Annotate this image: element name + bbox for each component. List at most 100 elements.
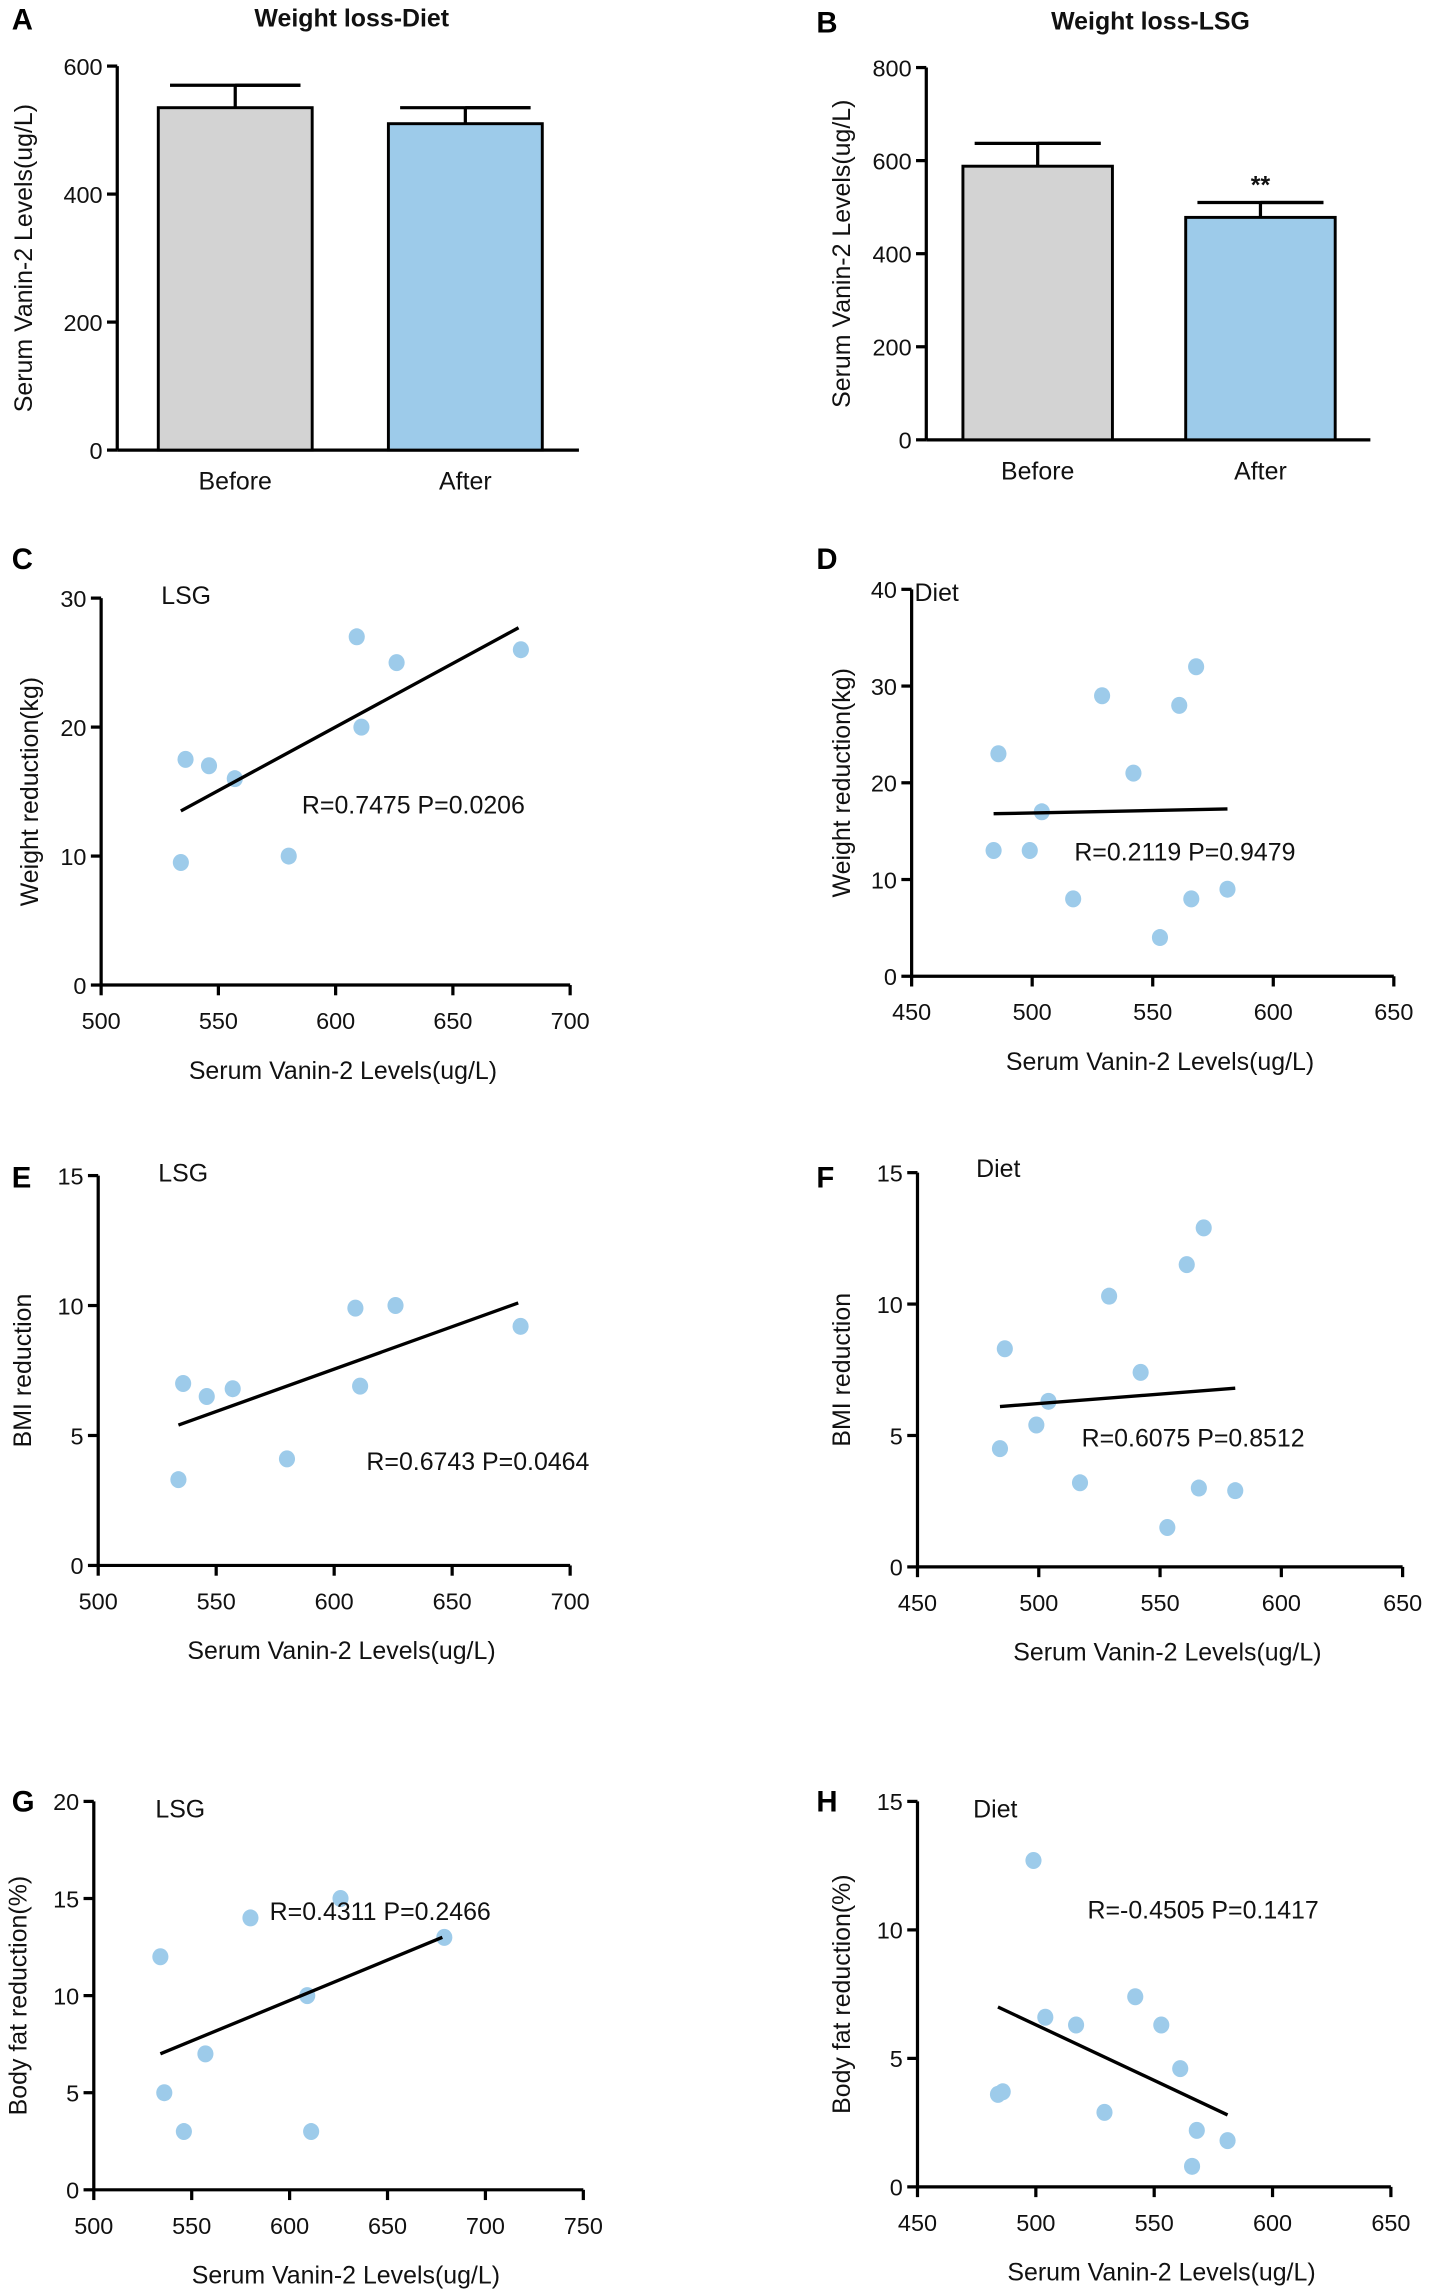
data-point-h: [1172, 2060, 1189, 2078]
y-tick-label-f: 10: [877, 1292, 903, 1318]
group-label-g: LSG: [155, 1796, 205, 1824]
data-point-g: [332, 1890, 349, 1908]
y-tick-label-h: 15: [877, 1789, 903, 1815]
data-point-g: [303, 2123, 320, 2141]
y-axis-title-e: BMI reduction: [9, 1294, 37, 1448]
data-point-d: [1151, 929, 1169, 947]
data-point-d: [1183, 890, 1200, 908]
data-point-e: [278, 1450, 296, 1468]
x-tick-label-d: 500: [1013, 999, 1052, 1025]
data-point-h: [1219, 2132, 1236, 2150]
data-point-h: [1068, 2016, 1085, 2034]
group-label-f: Diet: [976, 1155, 1020, 1183]
regression-line-g: [159, 1935, 443, 2056]
data-point-c: [512, 641, 529, 659]
x-tick-label-g: 750: [564, 2213, 603, 2239]
x-tick-label-c: 600: [316, 1008, 355, 1034]
stat-annotation-h: R=-0.4505 P=0.1417: [1088, 1897, 1319, 1925]
data-point-f: [1071, 1474, 1089, 1492]
x-tick-label-h: 500: [1016, 2210, 1055, 2236]
y-tick-label-e: 10: [57, 1293, 83, 1319]
data-point-e: [198, 1388, 215, 1406]
y-tick-label-d: 40: [871, 577, 897, 603]
y-tick-label-g: 0: [66, 2178, 79, 2204]
group-label-d: Diet: [915, 579, 959, 607]
data-point-f: [1195, 1219, 1212, 1237]
y-tick-label-a: 200: [63, 310, 102, 336]
y-tick-label-f: 5: [890, 1423, 903, 1449]
x-axis-title-g: Serum Vanin-2 Levels(ug/L): [192, 2262, 500, 2290]
chart-title-b: Weight loss-LSG: [1051, 7, 1250, 35]
x-tick-label-g: 600: [270, 2213, 309, 2239]
y-tick-label-g: 10: [53, 1983, 79, 2009]
category-label-b: After: [1234, 457, 1287, 485]
data-point-f: [1028, 1416, 1045, 1434]
y-tick-label-b: 0: [899, 428, 912, 454]
data-point-f: [996, 1340, 1013, 1358]
data-point-e: [387, 1297, 404, 1315]
category-label-b: Before: [1001, 457, 1074, 485]
bar-b-after: [1184, 215, 1337, 442]
y-tick-label-e: 15: [57, 1163, 83, 1189]
x-tick-label-e: 600: [315, 1588, 354, 1614]
panel-label-e: E: [12, 1161, 32, 1194]
y-tick-label-c: 30: [60, 586, 86, 612]
x-tick-label-d: 450: [892, 999, 931, 1025]
y-tick-label-b: 800: [873, 55, 912, 81]
x-tick-label-e: 500: [79, 1588, 118, 1614]
x-tick-label-f: 450: [898, 1590, 937, 1616]
data-point-f: [1101, 1287, 1118, 1305]
y-axis-title-b: Serum Vanin-2 Levels(ug/L): [828, 100, 856, 408]
panel-label-b: B: [816, 6, 837, 39]
x-tick-label-f: 550: [1141, 1590, 1180, 1616]
y-tick-label-c: 10: [60, 844, 86, 870]
y-tick-label-h: 0: [890, 2175, 903, 2201]
data-point-h: [1025, 1852, 1042, 1870]
y-tick-label-b: 200: [873, 335, 912, 361]
y-tick-label-f: 15: [877, 1160, 903, 1186]
x-tick-label-d: 600: [1254, 999, 1293, 1025]
regression-line-e: [177, 1301, 519, 1427]
data-point-f: [1227, 1482, 1244, 1500]
x-tick-label-g: 650: [368, 2213, 407, 2239]
data-point-h: [1188, 2121, 1205, 2139]
data-point-d: [990, 745, 1007, 763]
data-point-e: [170, 1471, 187, 1489]
y-tick-label-g: 20: [53, 1789, 79, 1815]
data-point-e: [224, 1380, 241, 1398]
y-axis-title-d: Weight reduction(kg): [828, 668, 856, 897]
y-tick-label-e: 0: [70, 1553, 83, 1579]
bar-a-after: [386, 122, 544, 452]
data-point-c: [353, 718, 370, 736]
panel-label-d: D: [816, 543, 837, 576]
data-point-d: [1171, 696, 1188, 714]
x-tick-label-e: 650: [433, 1588, 472, 1614]
group-label-e: LSG: [158, 1159, 208, 1187]
data-point-d: [1125, 764, 1142, 782]
panel-label-a: A: [12, 3, 33, 36]
y-tick-label-h: 5: [890, 2046, 903, 2072]
regression-line-h: [997, 2005, 1229, 2117]
y-tick-label-b: 600: [873, 148, 912, 174]
y-tick-label-a: 600: [63, 54, 102, 80]
x-tick-label-h: 650: [1371, 2210, 1410, 2236]
data-point-f: [1178, 1256, 1195, 1274]
data-point-f: [1159, 1518, 1176, 1536]
y-tick-label-g: 15: [53, 1886, 79, 1912]
data-point-d: [985, 842, 1002, 860]
category-label-a: Before: [199, 468, 272, 496]
x-tick-label-c: 550: [199, 1008, 238, 1034]
data-point-c: [388, 654, 405, 672]
y-axis-title-c: Weight reduction(kg): [16, 677, 44, 906]
panel-label-g: G: [12, 1786, 35, 1819]
data-point-f: [1132, 1363, 1149, 1381]
data-point-c: [172, 854, 189, 872]
data-point-g: [197, 2045, 214, 2063]
x-tick-label-c: 650: [433, 1008, 472, 1034]
panel-label-c: C: [12, 543, 33, 576]
panel-label-h: H: [816, 1786, 837, 1819]
data-point-c: [348, 628, 365, 646]
data-point-c: [280, 847, 297, 865]
data-point-c: [200, 757, 218, 775]
